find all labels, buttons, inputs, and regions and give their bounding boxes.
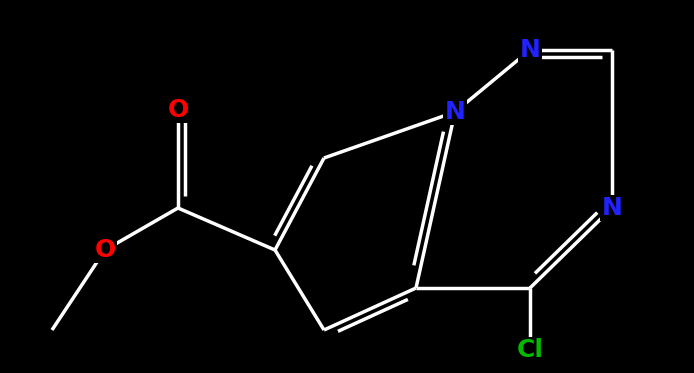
Text: Cl: Cl <box>516 338 543 362</box>
Text: N: N <box>520 38 541 62</box>
Text: N: N <box>445 100 466 124</box>
Text: O: O <box>94 238 116 262</box>
Text: O: O <box>167 98 189 122</box>
Text: N: N <box>602 196 623 220</box>
